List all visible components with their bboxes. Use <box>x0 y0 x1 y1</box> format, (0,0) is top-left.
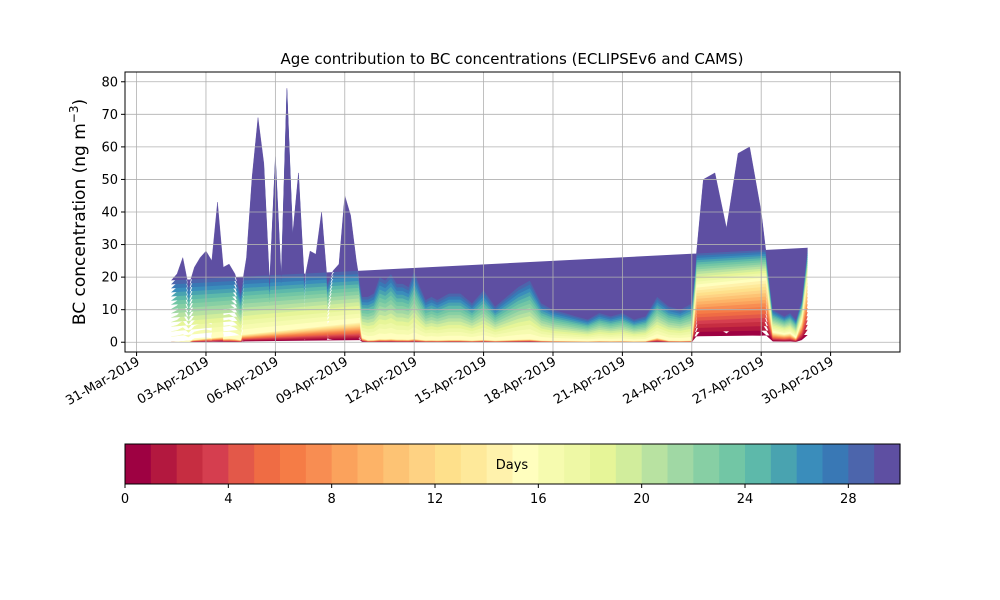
colorbar-swatch <box>615 444 643 484</box>
y-axis-label-text: BC concentration (ng m <box>70 123 90 325</box>
colorbar-label: Days <box>496 458 529 473</box>
colorbar-tick-label: 8 <box>328 492 336 507</box>
x-tick-label: 06-Apr-2019 <box>204 354 281 407</box>
y-tick-label: 20 <box>101 271 118 286</box>
x-tick-label: 21-Apr-2019 <box>551 354 628 407</box>
y-tick-label: 60 <box>101 140 118 155</box>
colorbar-tick-label: 12 <box>427 492 444 507</box>
x-tick-label: 03-Apr-2019 <box>135 354 212 407</box>
y-axis-label-close: ) <box>70 99 90 106</box>
colorbar-swatch <box>822 444 849 484</box>
colorbar-swatch <box>796 444 824 484</box>
colorbar-swatch <box>538 444 565 484</box>
x-tick-label: 18-Apr-2019 <box>482 354 559 407</box>
colorbar-swatch <box>667 444 694 484</box>
colorbar-swatch <box>280 444 307 484</box>
colorbar-swatch <box>435 444 462 484</box>
chart-title: Age contribution to BC concentrations (E… <box>281 50 744 68</box>
y-tick-label: 0 <box>110 336 118 351</box>
grid <box>125 72 900 352</box>
y-tick-label: 30 <box>101 238 118 253</box>
colorbar-swatch <box>512 444 539 484</box>
colorbar-swatch <box>409 444 436 484</box>
colorbar-swatch <box>693 444 720 484</box>
x-tick-label: 30-Apr-2019 <box>759 354 836 407</box>
colorbar-swatch <box>745 444 772 484</box>
y-tick-label: 40 <box>101 206 118 221</box>
x-tick-label: 27-Apr-2019 <box>690 354 767 407</box>
y-tick-label: 10 <box>101 303 118 318</box>
x-tick-label: 31-Mar-2019 <box>63 354 142 408</box>
colorbar-swatch <box>719 444 746 484</box>
colorbar-swatch <box>202 444 229 484</box>
colorbar-tick-label: 16 <box>530 492 547 507</box>
colorbar-swatch <box>125 444 152 484</box>
colorbar-tick-label: 28 <box>840 492 857 507</box>
colorbar-swatch <box>874 444 901 484</box>
colorbar-swatch <box>176 444 204 484</box>
colorbar-frame <box>124 443 901 485</box>
y-axis-label-sup: −3 <box>67 105 81 123</box>
x-axis: 31-Mar-201903-Apr-201906-Apr-201909-Apr-… <box>63 352 837 409</box>
x-tick-label: 15-Apr-2019 <box>412 354 489 407</box>
x-tick-label: 09-Apr-2019 <box>274 354 351 407</box>
colorbar-swatch <box>150 444 178 484</box>
plot-area: 0 10 20 30 40 50 60 70 80 31-Mar-201903-Apr-2019… <box>63 71 901 409</box>
colorbar-swatch <box>357 444 384 484</box>
colorbar-swatch <box>641 444 669 484</box>
colorbar-swatch <box>590 444 617 484</box>
colorbar-swatch <box>848 444 875 484</box>
x-tick-label: 24-Apr-2019 <box>621 354 698 407</box>
colorbar-swatch <box>486 444 514 484</box>
colorbar-swatch <box>383 444 410 484</box>
colorbar-swatch <box>770 444 798 484</box>
colorbar-swatch <box>228 444 255 484</box>
y-tick-label: 50 <box>101 173 118 188</box>
colorbar-ticks: 0 4 8 12 16 20 24 28 <box>121 484 857 507</box>
colorbar-tick-label: 4 <box>224 492 232 507</box>
y-tick-label: 80 <box>101 75 118 90</box>
colorbar-swatch <box>331 444 359 484</box>
y-axis: 0 10 20 30 40 50 60 70 80 <box>101 75 125 351</box>
colorbar-swatch <box>305 444 333 484</box>
x-tick-label: 12-Apr-2019 <box>343 354 420 407</box>
colorbar-swatch <box>254 444 281 484</box>
age-class-area <box>171 88 808 320</box>
colorbar: Days 0 4 8 12 16 20 24 28 <box>121 443 901 507</box>
colorbar-tick-label: 24 <box>737 492 754 507</box>
colorbar-tick-label: 0 <box>121 492 129 507</box>
colorbar-swatch <box>460 444 488 484</box>
y-axis-label: BC concentration (ng m−3) <box>67 99 90 325</box>
age-stack <box>171 88 808 343</box>
colorbar-swatches <box>125 444 901 484</box>
colorbar-swatch <box>564 444 591 484</box>
colorbar-tick-label: 20 <box>633 492 650 507</box>
y-tick-label: 70 <box>101 108 118 123</box>
